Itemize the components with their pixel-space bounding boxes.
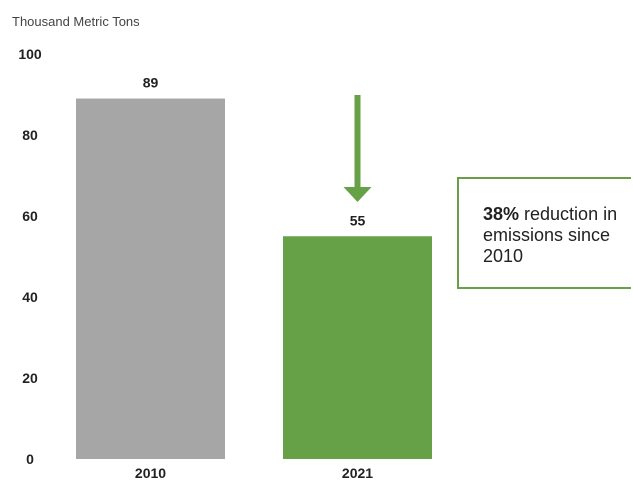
y-tick-label: 20 — [22, 370, 38, 386]
arrow-head — [343, 187, 372, 202]
callout-description: reduction in emissions since 2010 — [483, 204, 618, 266]
value-label-2010: 89 — [143, 75, 159, 91]
bar-2021 — [283, 236, 432, 459]
y-tick-label: 80 — [22, 127, 38, 143]
y-axis-unit-label: Thousand Metric Tons — [12, 14, 140, 29]
reduction-arrow — [343, 95, 372, 202]
y-tick-label: 40 — [22, 289, 38, 305]
bar-value-labels: 89 55 — [143, 75, 366, 229]
callout-percent: 38% — [483, 204, 520, 224]
callout-text: 38% reduction in emissions since 2010 — [483, 204, 628, 267]
x-label-2010: 2010 — [135, 465, 166, 481]
bars — [76, 98, 432, 460]
y-tick-label: 0 — [26, 451, 34, 467]
arrow-shaft — [354, 95, 361, 188]
x-label-2021: 2021 — [342, 465, 373, 481]
x-axis-labels: 2010 2021 — [135, 465, 373, 481]
y-tick-label: 100 — [18, 46, 42, 62]
y-axis-ticks: 0 20 40 60 80 100 — [18, 46, 42, 467]
bar-2010 — [76, 98, 225, 460]
value-label-2021: 55 — [350, 212, 366, 228]
y-tick-label: 60 — [22, 208, 38, 224]
reduction-callout: 38% reduction in emissions since 2010 — [457, 177, 631, 289]
